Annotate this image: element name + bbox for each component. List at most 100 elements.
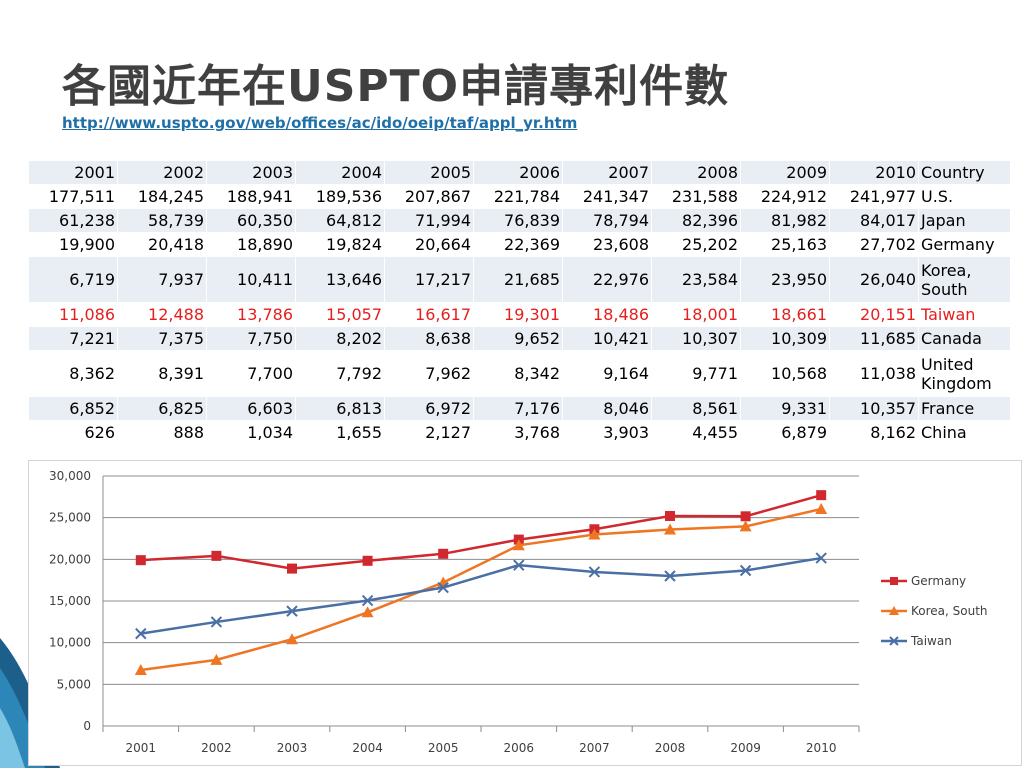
patent-table: 2001 2002 2003 2004 2005 2006 2007 2008 2009 2010… [28, 160, 1011, 445]
legend-marker [889, 636, 899, 646]
series-line-taiwan [140, 556, 822, 635]
table-cell: 13,786 [206, 302, 296, 327]
table-cell: 7,221 [28, 326, 118, 351]
table-cell: 25,202 [651, 232, 741, 257]
table-cell: 2,127 [384, 420, 474, 445]
table-cell: 11,038 [829, 350, 919, 397]
y-tick-label: 0 [83, 719, 91, 733]
year-header: 2008 [651, 160, 741, 185]
table-cell: 26,040 [829, 256, 919, 303]
data-point [437, 581, 449, 594]
table-cell: 177,511 [28, 184, 118, 209]
table-cell: 1,655 [295, 420, 385, 445]
table-cell: 18,890 [206, 232, 296, 257]
country-cell: France [918, 396, 1011, 421]
table-cell: 6,813 [295, 396, 385, 421]
table-cell: 9,164 [562, 350, 652, 397]
page-title: 各國近年在USPTO申請專利件數 [62, 61, 730, 112]
table-cell: 27,702 [829, 232, 919, 257]
x-tick-label: 2007 [579, 741, 610, 755]
country-cell: China [918, 420, 1011, 445]
table-cell: 7,792 [295, 350, 385, 397]
table-row: 177,511 184,245 188,941 189,536 207,867 221,7… [28, 184, 1011, 209]
legend-label: Germany [911, 574, 966, 588]
series-line-germany [140, 493, 822, 570]
table-row: 626 888 1,034 1,655 2,127 3,768 3,903 4,455 6,87… [28, 420, 1011, 445]
year-header: 2004 [295, 160, 385, 185]
data-point [815, 503, 828, 514]
table-row: 6,852 6,825 6,603 6,813 6,972 7,176 8,046 8,561… [28, 396, 1011, 421]
table-cell: 188,941 [206, 184, 296, 209]
data-point [135, 555, 146, 566]
table-cell: 22,369 [473, 232, 563, 257]
data-point [512, 539, 525, 551]
table-cell: 13,646 [295, 256, 385, 303]
data-point [438, 548, 449, 559]
table-cell: 3,768 [473, 420, 563, 445]
table-cell: 19,301 [473, 302, 563, 327]
table-row: 19,900 20,418 18,890 19,824 20,664 22,369 23,6… [28, 232, 1011, 257]
table-cell: 25,163 [740, 232, 830, 257]
data-point [816, 490, 827, 501]
y-tick-label: 20,000 [49, 552, 91, 566]
table-cell: 6,879 [740, 420, 830, 445]
table-cell: 58,739 [117, 208, 207, 233]
table-cell: 10,411 [206, 256, 296, 303]
series-line-korea-south [140, 507, 822, 672]
table-cell: 241,347 [562, 184, 652, 209]
table-cell: 18,486 [562, 302, 652, 327]
table-cell: 8,638 [384, 326, 474, 351]
legend-label: Korea, South [911, 604, 988, 618]
country-cell: Korea, South [918, 256, 1011, 303]
table-cell: 20,664 [384, 232, 474, 257]
table-cell: 12,488 [117, 302, 207, 327]
table-cell: 64,812 [295, 208, 385, 233]
table-cell: 888 [117, 420, 207, 445]
table-row: 11,086 12,488 13,786 15,057 16,617 19,301 18,4… [28, 302, 1011, 327]
table-cell: 6,719 [28, 256, 118, 303]
table-cell: 8,391 [117, 350, 207, 397]
data-point [739, 564, 752, 577]
table-cell: 6,852 [28, 396, 118, 421]
table-cell: 20,151 [829, 302, 919, 327]
table-row: 7,221 7,375 7,750 8,202 8,638 9,652 10,421 10,3… [28, 326, 1011, 351]
table-cell: 10,309 [740, 326, 830, 351]
table-cell: 207,867 [384, 184, 474, 209]
table-cell: 231,588 [651, 184, 741, 209]
data-point [665, 510, 675, 521]
x-tick-label: 2009 [730, 741, 761, 755]
data-point [134, 664, 147, 676]
source-link[interactable]: http://www.uspto.gov/web/offices/ac/ido/… [62, 114, 578, 132]
table-cell: 221,784 [473, 184, 563, 209]
chart-svg: 0 5,000 10,000 15,000 20,000 25,000 30,000 2001… [49, 469, 988, 755]
table-cell: 15,057 [295, 302, 385, 327]
table-cell: 22,976 [562, 256, 652, 303]
table-cell: 10,357 [829, 396, 919, 421]
year-header: 2005 [384, 160, 474, 185]
x-tick-label: 2005 [428, 741, 459, 755]
data-point [361, 594, 374, 607]
table-cell: 16,617 [384, 302, 474, 327]
table-cell: 9,331 [740, 396, 830, 421]
table-cell: 224,912 [740, 184, 830, 209]
table-cell: 626 [28, 420, 118, 445]
table-cell: 19,824 [295, 232, 385, 257]
x-tick-label: 2008 [655, 741, 686, 755]
table-cell: 23,950 [740, 256, 830, 303]
data-point [664, 570, 676, 582]
year-header: 2007 [562, 160, 652, 185]
table-cell: 8,202 [295, 326, 385, 351]
table-cell: 11,086 [28, 302, 118, 327]
table-cell: 9,771 [651, 350, 741, 397]
y-tick-label: 15,000 [49, 594, 91, 608]
year-header: 2010 [829, 160, 919, 185]
data-point [588, 528, 601, 540]
year-header: 2002 [117, 160, 207, 185]
data-point [286, 605, 298, 617]
table-cell: 7,176 [473, 396, 563, 421]
data-point [588, 566, 601, 578]
x-tick-label: 2001 [126, 741, 157, 755]
country-cell: Taiwan [918, 302, 1011, 327]
data-point [815, 552, 827, 564]
table-cell: 9,652 [473, 326, 563, 351]
